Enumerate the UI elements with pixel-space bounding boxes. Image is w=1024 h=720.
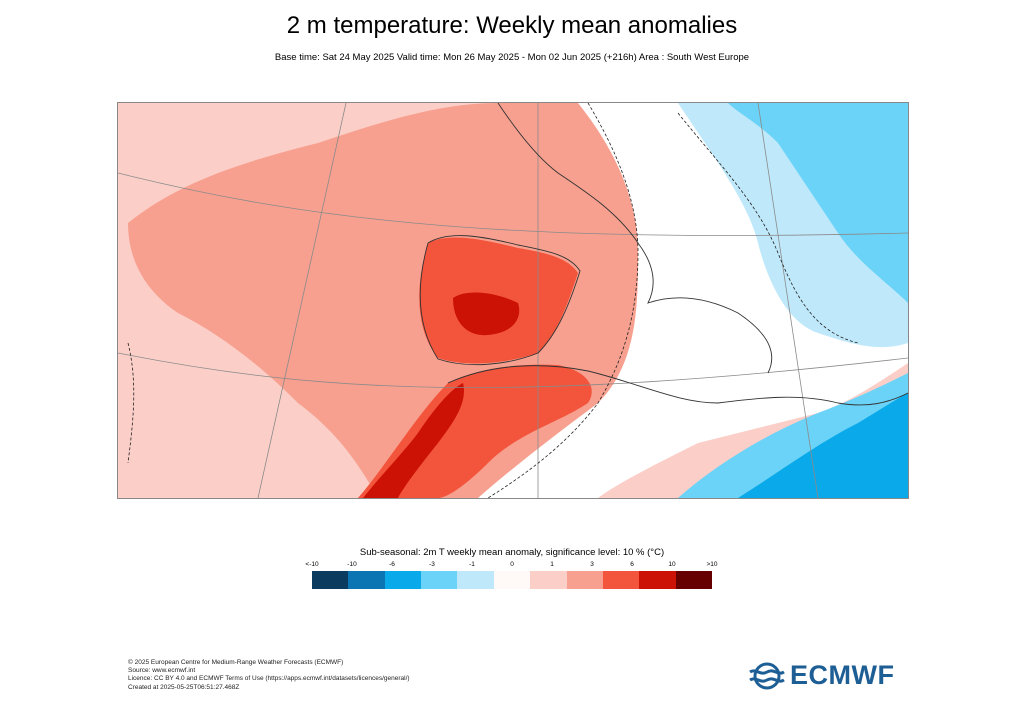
zone-cooler-south: [738, 393, 908, 498]
legend-tick-label: <-10: [305, 561, 319, 568]
chart-title: 2 m temperature: Weekly mean anomalies: [286, 12, 738, 39]
legend-tick-label: -1: [469, 561, 475, 568]
legend-tick-label: 10: [668, 561, 676, 568]
footer-line: Licence: CC BY 4.0 and ECMWF Terms of Us…: [128, 675, 410, 683]
legend-swatch: [348, 571, 385, 589]
legend-swatch: [457, 571, 494, 589]
legend-swatch: [602, 571, 640, 589]
legend-tick-label: -3: [429, 561, 435, 568]
zone-hot-iberia: [453, 292, 520, 336]
significance-contours: [127, 103, 859, 498]
legend-swatch: [421, 571, 458, 589]
zone-cool: [728, 103, 908, 303]
legend-tick-label: 1: [550, 561, 554, 568]
legend-tick-label: 6: [630, 561, 634, 568]
ecmwf-logo-icon: [749, 662, 785, 689]
ecmwf-logo: ECMWF: [748, 660, 894, 691]
zone-hot-africa: [363, 383, 464, 498]
legend-tick-label: 0: [510, 561, 514, 568]
legend-title: Sub-seasonal: 2m T weekly mean anomaly, …: [359, 547, 665, 558]
footer-credits: © 2025 European Centre for Medium-Range …: [128, 659, 410, 692]
legend-tick-label: -10: [347, 561, 357, 568]
legend-swatch: [675, 571, 712, 589]
chart-subtitle: Base time: Sat 24 May 2025 Valid time: M…: [274, 52, 750, 63]
legend-swatch: [639, 571, 676, 589]
legend-swatch: [493, 571, 531, 589]
legend-swatch: [530, 571, 567, 589]
legend-tick-label: -6: [389, 561, 395, 568]
legend-ticks: <-10 -10 -6 -3 -1 0 1 3 6 10 >10: [305, 561, 717, 571]
anomaly-map-svg: [118, 103, 908, 498]
coastlines: [419, 103, 908, 406]
graticule: [118, 103, 908, 498]
anomaly-map: [117, 102, 909, 499]
legend-swatch: [566, 571, 603, 589]
legend-colorbar: [312, 571, 712, 589]
footer-line: Created at 2025-05-25T06:51:27.468Z: [128, 683, 240, 691]
footer-line: © 2025 European Centre for Medium-Range …: [128, 659, 344, 666]
legend-swatch: [384, 571, 422, 589]
legend-tick-label: 3: [590, 561, 594, 568]
footer-line: Source: www.ecmwf.int: [128, 667, 196, 675]
legend-tick-label: >10: [706, 561, 718, 568]
logo-text: ECMWF: [790, 660, 895, 690]
legend-swatch: [312, 571, 349, 589]
